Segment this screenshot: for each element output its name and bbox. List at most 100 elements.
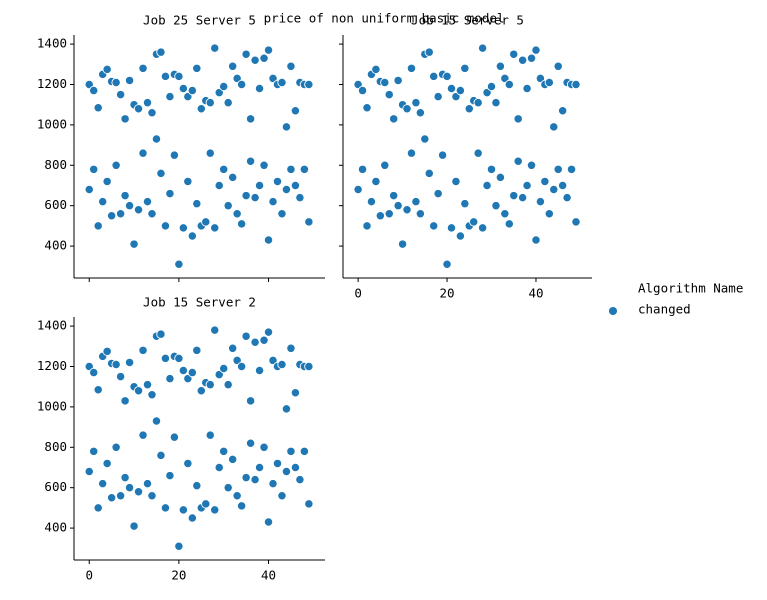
scatter-point: [406, 148, 417, 158]
y-tick-label: 1000: [37, 116, 67, 131]
y-tick-label: 400: [44, 520, 67, 535]
scatter-point: [102, 176, 112, 187]
scatter-point: [406, 63, 417, 73]
scatter-point: [353, 184, 363, 195]
scatter-point: [156, 168, 166, 179]
x-tick-label: 0: [354, 286, 362, 301]
scatter-point: [455, 85, 466, 96]
scatter-point: [286, 164, 296, 174]
scatter-point: [165, 91, 175, 102]
scatter-point: [236, 219, 247, 229]
scatter-point: [397, 239, 408, 249]
scatter-point: [160, 221, 171, 231]
scatter-point: [415, 209, 426, 219]
scatter-point: [151, 416, 162, 426]
scatter-point: [393, 201, 403, 211]
scatter-point: [263, 517, 274, 527]
scatter-point: [371, 176, 381, 187]
scatter-point: [393, 75, 403, 86]
scatter-point: [120, 190, 130, 201]
scatter-point: [522, 83, 532, 94]
scatter-point: [107, 211, 117, 221]
scatter-point: [571, 217, 581, 227]
scatter-point: [178, 83, 189, 94]
scatter-point: [223, 483, 233, 493]
scatter-point: [241, 190, 251, 201]
scatter-point: [210, 43, 220, 53]
scatter-point: [286, 446, 296, 456]
scatter-point: [142, 380, 153, 390]
scatter-point: [366, 196, 377, 207]
scatter-point: [178, 365, 189, 376]
scatter-point: [281, 122, 292, 132]
scatter-point: [509, 190, 519, 201]
scatter-point: [566, 164, 577, 174]
scatter-point: [111, 442, 121, 452]
scatter-point: [268, 196, 278, 207]
scatter-point: [384, 89, 394, 100]
x-tick-label: 40: [261, 568, 276, 583]
scatter-point: [277, 77, 287, 88]
scatter-point: [263, 45, 274, 55]
scatter-point: [245, 438, 256, 448]
scatter-point: [133, 386, 144, 396]
scatter-point: [129, 521, 139, 531]
scatter-point: [115, 89, 126, 100]
scatter-point: [250, 192, 260, 203]
scatter-point: [362, 221, 372, 231]
scatter-point: [102, 346, 112, 356]
scatter-point: [424, 47, 434, 57]
scatter-point: [491, 201, 501, 211]
scatter-point: [277, 359, 287, 370]
scatter-point: [210, 325, 220, 335]
scatter-point: [558, 106, 568, 116]
scatter-point: [156, 47, 166, 57]
scatter-point: [500, 209, 510, 219]
scatter-point: [460, 199, 470, 209]
scatter-point: [526, 160, 537, 170]
scatter-point: [142, 98, 153, 108]
scatter-point: [263, 235, 274, 245]
scatter-point: [371, 64, 381, 74]
y-tick-label: 1400: [37, 36, 67, 51]
scatter-point: [98, 478, 108, 489]
scatter-point: [286, 61, 296, 71]
scatter-point: [236, 361, 247, 372]
scatter-point: [517, 192, 528, 203]
y-tick-label: 400: [44, 238, 67, 253]
scatter-point: [411, 98, 421, 108]
scatter-point: [241, 49, 251, 59]
scatter-point: [544, 77, 554, 88]
scatter-point: [129, 239, 139, 249]
scatter-point: [268, 478, 278, 489]
scatter-point: [504, 219, 514, 229]
scatter-point: [380, 77, 390, 88]
scatter-point: [84, 466, 94, 477]
scatter-point: [531, 45, 541, 55]
scatter-point: [553, 61, 563, 71]
scatter-point: [133, 104, 144, 114]
scatter-point: [259, 335, 269, 345]
scatter-point: [124, 201, 135, 211]
scatter-point: [549, 122, 559, 132]
panel-title: Job 25 Server 5: [143, 13, 256, 28]
scatter-point: [304, 217, 314, 227]
scatter-point: [201, 217, 211, 227]
scatter-point: [210, 505, 220, 515]
scatter-point: [178, 505, 189, 515]
scatter-point: [165, 470, 175, 481]
scatter-point: [147, 209, 157, 219]
scatter-point: [513, 114, 523, 124]
scatter-point: [89, 367, 99, 378]
scatter-point: [147, 491, 157, 501]
scatter-point: [124, 75, 135, 86]
scatter-point: [133, 487, 144, 497]
scatter-point: [138, 430, 148, 440]
scatter-point: [433, 91, 443, 102]
scatter-point: [486, 164, 497, 174]
scatter-point: [219, 81, 229, 92]
scatter-point: [526, 53, 537, 63]
x-tick-label: 20: [440, 286, 455, 301]
scatter-point: [415, 108, 426, 118]
scatter-point: [196, 386, 206, 396]
